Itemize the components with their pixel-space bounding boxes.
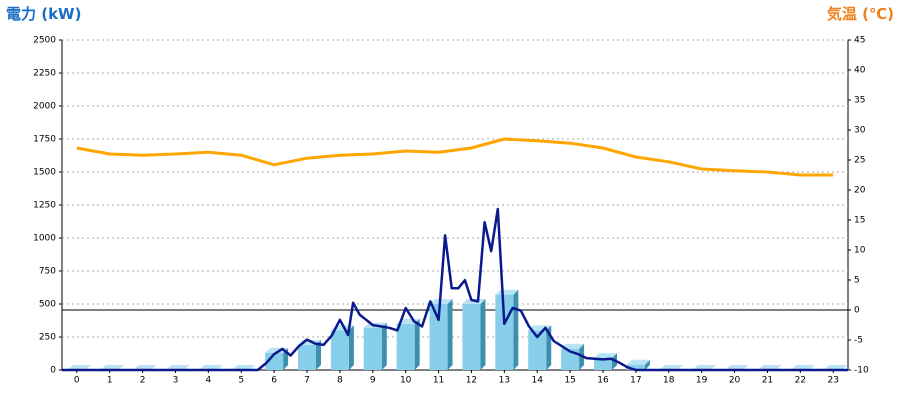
bar-side — [644, 359, 650, 370]
y2-tick-label: 20 — [854, 186, 866, 196]
x-tick-label: 9 — [370, 376, 376, 386]
y2-axis-title: 気温 (℃) — [827, 5, 894, 23]
x-tick-label: 11 — [433, 376, 444, 386]
bar-side — [513, 289, 519, 370]
line — [76, 137, 834, 177]
bar — [528, 330, 547, 370]
bar-top — [593, 353, 617, 359]
y2-tick-label: 30 — [854, 126, 866, 136]
y2-tick-label: -5 — [854, 336, 863, 346]
x-tick-label: 5 — [238, 376, 244, 386]
bar — [429, 304, 448, 370]
x-tick-label: 13 — [499, 376, 510, 386]
bar — [363, 327, 382, 370]
y2-tick-label: 5 — [854, 276, 860, 286]
y2-tick-label: 45 — [854, 36, 865, 46]
x-tick-label: 19 — [696, 376, 708, 386]
y-tick-label: 0 — [50, 366, 56, 376]
bar-side — [316, 339, 322, 370]
x-tick-label: 3 — [173, 376, 179, 386]
y-tick-label: 750 — [39, 267, 56, 277]
y-tick-label: 1500 — [33, 168, 56, 178]
x-tick-label: 6 — [271, 376, 277, 386]
y-tick-label: 500 — [39, 300, 56, 310]
bar-side — [480, 299, 486, 370]
x-tick-label: 7 — [304, 376, 310, 386]
x-tick-label: 15 — [564, 376, 575, 386]
y-tick-label: 250 — [39, 333, 56, 343]
y2-tick-label: 10 — [854, 246, 866, 256]
y2-tick-label: 40 — [854, 66, 866, 76]
y2-tick-label: 35 — [854, 96, 865, 106]
x-tick-label: 14 — [531, 376, 543, 386]
bar-side — [447, 299, 453, 370]
x-tick-label: 23 — [827, 376, 838, 386]
y-tick-label: 1750 — [33, 135, 56, 145]
bar-top — [626, 359, 650, 365]
y2-tick-label: 25 — [854, 156, 865, 166]
y-tick-label: 2250 — [33, 69, 56, 79]
bar — [593, 358, 612, 370]
bar — [626, 364, 645, 370]
x-tick-label: 12 — [466, 376, 477, 386]
bar-top — [561, 343, 585, 349]
x-tick-label: 16 — [597, 376, 609, 386]
bar — [462, 304, 481, 370]
x-tick-label: 21 — [762, 376, 773, 386]
x-tick-label: 20 — [729, 376, 741, 386]
bar-top — [495, 289, 519, 295]
x-tick-label: 2 — [140, 376, 146, 386]
bar — [330, 330, 349, 370]
bar-side — [348, 325, 354, 370]
y-tick-label: 2000 — [33, 102, 56, 112]
x-tick-label: 1 — [107, 376, 113, 386]
y2-tick-label: 0 — [854, 306, 860, 316]
y-tick-label: 1000 — [33, 234, 56, 244]
x-tick-label: 18 — [663, 376, 675, 386]
bar — [265, 352, 284, 370]
bar — [298, 344, 317, 370]
x-tick-label: 4 — [205, 376, 211, 386]
bar-side — [414, 318, 420, 370]
y-tick-label: 2500 — [33, 36, 56, 46]
y-axis-title: 電力 (kW) — [6, 5, 81, 23]
x-tick-label: 10 — [400, 376, 412, 386]
x-tick-label: 8 — [337, 376, 343, 386]
bar-side — [381, 322, 387, 370]
x-tick-label: 22 — [795, 376, 806, 386]
y-tick-label: 1250 — [33, 201, 56, 211]
bar — [396, 323, 415, 370]
y2-tick-label: -10 — [854, 366, 869, 376]
y2-tick-label: 15 — [854, 216, 865, 226]
x-tick-label: 0 — [74, 376, 80, 386]
line — [62, 207, 848, 372]
x-tick-label: 17 — [630, 376, 641, 386]
